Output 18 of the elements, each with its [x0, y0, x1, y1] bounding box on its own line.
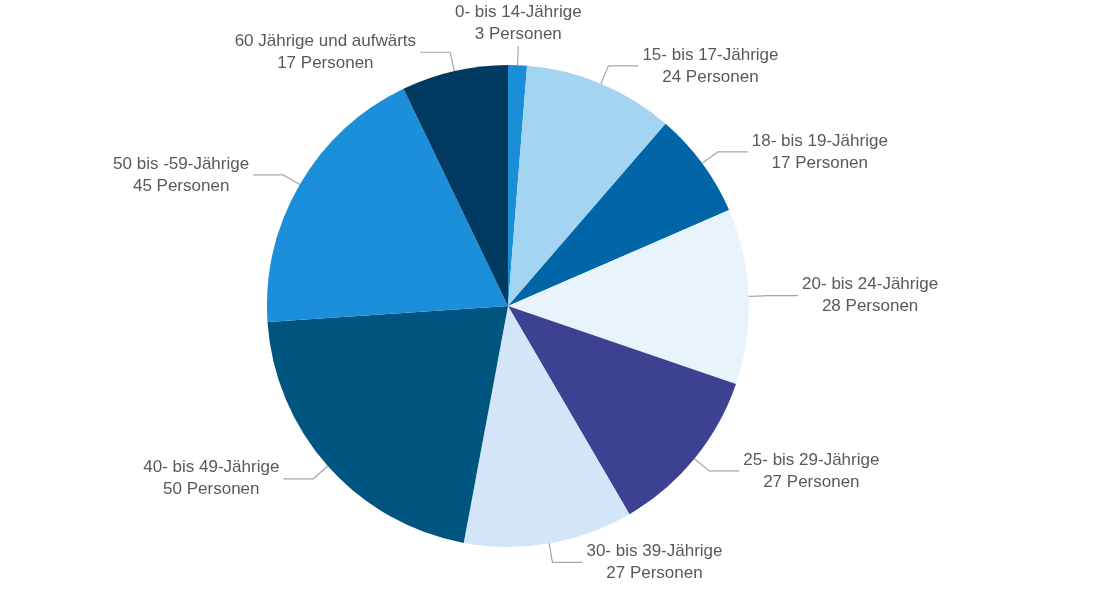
slice-label: 0- bis 14-Jährige — [454, 1, 582, 21]
data-label: 50 Personen — [163, 479, 260, 499]
data-label: 28 Personen — [821, 296, 919, 316]
data-label: 27 Personen — [606, 563, 703, 583]
slice-label: 40- bis 49-Jährige — [143, 457, 280, 477]
data-label: 17 Personen — [277, 52, 374, 72]
slice-label: 25- bis 29-Jährige — [743, 449, 880, 469]
slice-label: 60 Jährige und aufwärts — [234, 30, 417, 50]
slice-label: 15- bis 17-Jährige — [642, 44, 779, 64]
slice-label: 18- bis 19-Jährige — [751, 130, 888, 150]
data-label: 27 Personen — [763, 471, 860, 491]
data-label: 24 Personen — [662, 66, 759, 86]
data-label: 45 Personen — [132, 175, 230, 195]
slice-label: 30- bis 39-Jährige — [586, 541, 723, 561]
data-label: 17 Personen — [771, 152, 868, 172]
slice-label: 20- bis 24-Jährige — [802, 274, 939, 294]
slice-label: 50 bis -59-Jährige — [113, 153, 250, 173]
data-label: 3 Personen — [474, 23, 562, 43]
